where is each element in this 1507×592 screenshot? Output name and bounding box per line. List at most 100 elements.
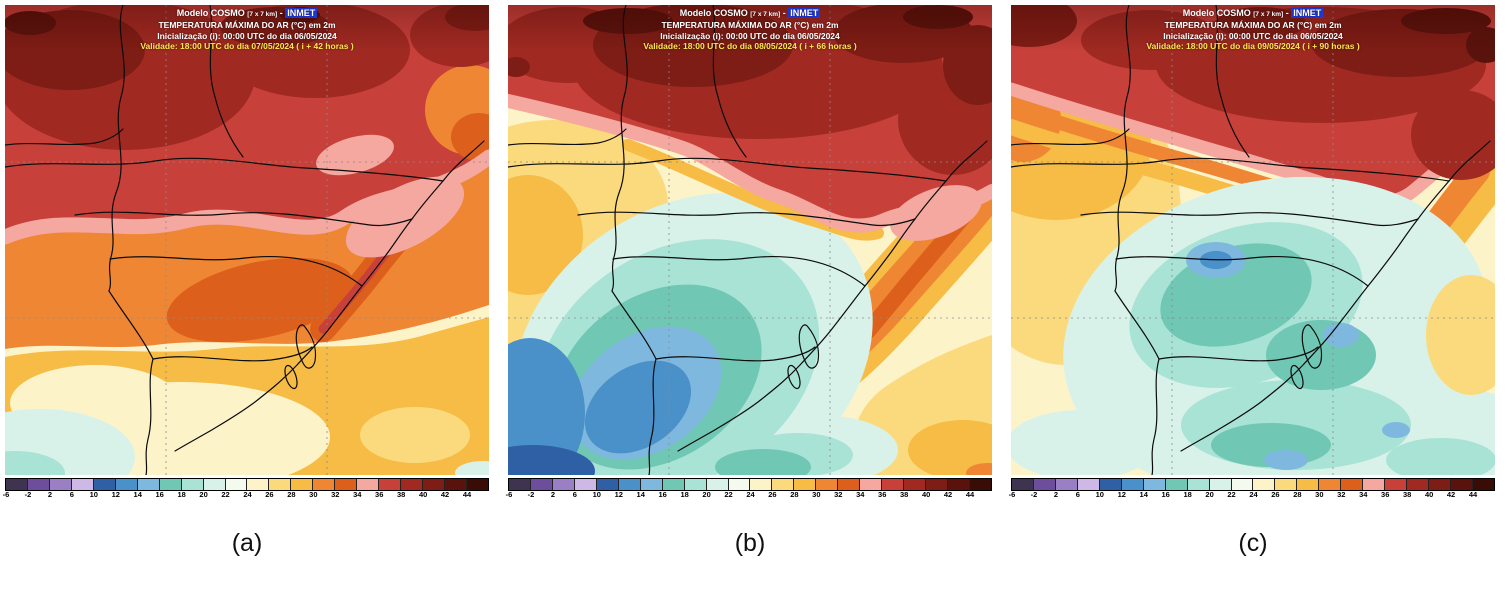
temperature-field — [5, 5, 489, 475]
colorbar-cell: 40 — [922, 479, 949, 499]
colorbar-tick-label: 18 — [1183, 490, 1192, 499]
colorbar-cell: 10 — [593, 479, 619, 499]
colorbar-tick-label: 24 — [243, 490, 252, 499]
map-title: Modelo COSMO [7 x 7 km] - INMET — [508, 8, 992, 20]
colorbar-tick-label: 28 — [287, 490, 296, 499]
colorbar-cell: 12 — [615, 479, 641, 499]
colorbar-tick-label: 26 — [768, 490, 777, 499]
colorbar-cell: 32 — [834, 479, 861, 499]
model-resolution: [7 x 7 km] — [247, 11, 278, 18]
model-name: Modelo COSMO — [1182, 8, 1251, 18]
panel-caption: (b) — [734, 529, 766, 557]
colorbar-tick-label: 34 — [856, 490, 865, 499]
map-variable: TEMPERATURA MÁXIMA DO AR (°C) em 2m — [158, 20, 336, 30]
colorbar-tick-label: 12 — [111, 490, 120, 499]
colorbar-cell: 42 — [1447, 479, 1474, 499]
title-separator: - — [782, 8, 786, 18]
colorbar-tick-label: 22 — [221, 490, 230, 499]
colorbar-tick-label: 10 — [1095, 490, 1104, 499]
temperature-map-a — [5, 5, 489, 475]
map-variable: TEMPERATURA MÁXIMA DO AR (°C) em 2m — [661, 20, 839, 30]
map-validity: Validade: 18:00 UTC do dia 09/05/2024 ( … — [1146, 41, 1360, 51]
colorbar-tick-label: -2 — [527, 490, 535, 499]
colorbar-cell: 18 — [177, 479, 204, 499]
temperature-colorbar: -6 -2 2 6 10 12 14 16 18 20 22 24 26 28 30 32 34 36 38 40 42… — [506, 478, 992, 499]
colorbar-cell: 26 — [265, 479, 292, 499]
colorbar-cell: -6 — [506, 479, 531, 499]
colorbar-cell: 12 — [1118, 479, 1144, 499]
colorbar-cell: 38 — [397, 479, 424, 499]
title-separator: - — [279, 8, 283, 18]
colorbar-tick-label: 36 — [375, 490, 384, 499]
map-title: Modelo COSMO [7 x 7 km] - INMET — [5, 8, 489, 20]
colorbar-tick-label: 34 — [353, 490, 362, 499]
map-header: Modelo COSMO [7 x 7 km] - INMET TEMPERAT… — [5, 5, 489, 52]
colorbar-cell: 24 — [243, 479, 270, 499]
colorbar-tick-label: 32 — [1337, 490, 1346, 499]
colorbar-cell: 20 — [1205, 479, 1232, 499]
colorbar-cell: -2 — [25, 479, 50, 499]
colorbar-tick-label: 42 — [1446, 490, 1456, 499]
map-c: Modelo COSMO [7 x 7 km] - INMET TEMPERAT… — [1009, 5, 1495, 499]
colorbar-tick-label: 14 — [133, 490, 142, 499]
colorbar-tick-label: -6 — [1008, 490, 1016, 499]
panel-a: Modelo COSMO [7 x 7 km] - INMET TEMPERAT… — [3, 5, 489, 558]
colorbar-tick-label: 42 — [440, 490, 450, 499]
colorbar-tick-label: 44 — [1468, 490, 1478, 499]
colorbar-cell: 30 — [1315, 479, 1342, 499]
colorbar-tick-label: 38 — [1402, 490, 1412, 499]
colorbar-cell: 22 — [221, 479, 248, 499]
colorbar-cell: 2 — [48, 479, 72, 499]
map-header: Modelo COSMO [7 x 7 km] - INMET TEMPERAT… — [508, 5, 992, 52]
colorbar-tick-label: 2 — [550, 490, 555, 499]
colorbar-cell: 36 — [1381, 479, 1408, 499]
colorbar-cell: 18 — [680, 479, 707, 499]
colorbar-tick-label: 30 — [812, 490, 821, 499]
colorbar-tick-label: 18 — [680, 490, 689, 499]
colorbar-cell: 32 — [1337, 479, 1364, 499]
colorbar-cell: 14 — [1140, 479, 1166, 499]
colorbar-tick-label: 40 — [1424, 490, 1434, 499]
temperature-field — [508, 5, 992, 475]
colorbar-cell: 42 — [441, 479, 468, 499]
map-initialization: Inicialização (i): 00:00 UTC do dia 06/0… — [660, 30, 840, 41]
colorbar-tick-label: 6 — [572, 490, 577, 499]
colorbar-cell: 10 — [1096, 479, 1122, 499]
colorbar-tick-label: 22 — [724, 490, 733, 499]
model-resolution: [7 x 7 km] — [750, 11, 781, 18]
colorbar-tick-label: 30 — [1315, 490, 1324, 499]
colorbar-tick-label: 16 — [1161, 490, 1170, 499]
agency-name: INMET — [285, 8, 318, 18]
colorbar-cell: -6 — [3, 479, 28, 499]
colorbar-cell: 22 — [1227, 479, 1254, 499]
colorbar-cell: 12 — [112, 479, 138, 499]
map-validity: Validade: 18:00 UTC do dia 08/05/2024 ( … — [643, 41, 857, 51]
colorbar-tick-label: -2 — [24, 490, 32, 499]
map-initialization: Inicialização (i): 00:00 UTC do dia 06/0… — [157, 30, 337, 41]
colorbar-tick-label: 44 — [965, 490, 975, 499]
colorbar-tick-label: 10 — [89, 490, 98, 499]
colorbar-tick-label: 2 — [1053, 490, 1058, 499]
colorbar-cell: 34 — [1359, 479, 1386, 499]
colorbar-tick-label: 24 — [746, 490, 755, 499]
colorbar-cell: 42 — [944, 479, 971, 499]
colorbar-cell: 14 — [637, 479, 663, 499]
colorbar-cell: 20 — [199, 479, 226, 499]
colorbar-tick-label: 20 — [702, 490, 711, 499]
colorbar-cell: 30 — [812, 479, 839, 499]
colorbar-tick-label: 22 — [1227, 490, 1236, 499]
colorbar-cell: 24 — [1249, 479, 1276, 499]
colorbar-tick-label: 18 — [177, 490, 186, 499]
colorbar-tick-label: 2 — [47, 490, 52, 499]
colorbar-tick-label: 16 — [658, 490, 667, 499]
colorbar-cell: 34 — [353, 479, 380, 499]
colorbar-cell: 36 — [878, 479, 905, 499]
colorbar-cell: 44 — [966, 479, 991, 499]
colorbar-tick-label: 42 — [943, 490, 953, 499]
colorbar-cell: 16 — [659, 479, 685, 499]
colorbar-cell: 6 — [573, 479, 597, 499]
colorbar-cell: 22 — [724, 479, 751, 499]
colorbar-tick-label: 12 — [1117, 490, 1126, 499]
colorbar-tick-label: 20 — [1205, 490, 1214, 499]
